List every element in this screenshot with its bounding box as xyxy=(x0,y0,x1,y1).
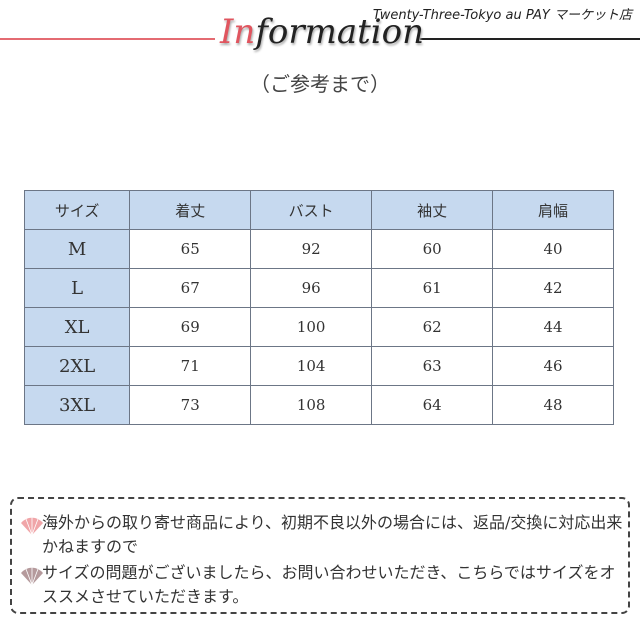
page-title: Information xyxy=(220,12,424,52)
size-cell: XL xyxy=(23,307,131,347)
value-cell: 73 xyxy=(129,385,252,425)
table-row: 3XL 73 108 64 48 xyxy=(23,385,614,425)
table-row: 2XL 71 104 63 46 xyxy=(23,346,614,386)
size-table: サイズ 着丈 バスト 袖丈 肩幅 M 65 92 60 40 L 67 96 61 42 XL 69 1… xyxy=(23,190,614,425)
header-shoulder: 肩幅 xyxy=(492,190,614,230)
value-cell: 44 xyxy=(492,307,614,347)
value-cell: 60 xyxy=(371,229,494,269)
title-highlight: In xyxy=(220,12,256,52)
value-cell: 96 xyxy=(250,268,373,308)
notice-item: 海外からの取り寄せ商品により、初期不良以外の場合には、返品/交換に対応出来かねま… xyxy=(42,513,623,556)
value-cell: 92 xyxy=(250,229,373,269)
notice-item: サイズの問題がございましたら、お問い合わせいただき、こちらではサイズをオススメさ… xyxy=(42,563,616,606)
table-row: M 65 92 60 40 xyxy=(23,229,614,269)
title-rest: formation xyxy=(255,12,425,52)
value-cell: 71 xyxy=(129,346,252,386)
value-cell: 40 xyxy=(492,229,614,269)
value-cell: 46 xyxy=(492,346,614,386)
table-row: L 67 96 61 42 xyxy=(23,268,614,308)
value-cell: 108 xyxy=(250,385,373,425)
notice-box: 海外からの取り寄せ商品により、初期不良以外の場合には、返品/交換に対応出来かねま… xyxy=(10,497,630,614)
size-cell: L xyxy=(23,268,131,308)
header-sleeve: 袖丈 xyxy=(371,190,494,230)
size-cell: 3XL xyxy=(23,385,131,425)
value-cell: 100 xyxy=(250,307,373,347)
size-cell: M xyxy=(23,229,131,269)
value-cell: 104 xyxy=(250,346,373,386)
header-bust: バスト xyxy=(250,190,373,230)
value-cell: 61 xyxy=(371,268,494,308)
value-cell: 62 xyxy=(371,307,494,347)
divider-right xyxy=(420,38,640,40)
table-row: XL 69 100 62 44 xyxy=(23,307,614,347)
header-length: 着丈 xyxy=(129,190,252,230)
folding-fan-icon xyxy=(21,567,43,586)
table-header-row: サイズ 着丈 バスト 袖丈 肩幅 xyxy=(23,190,614,230)
value-cell: 42 xyxy=(492,268,614,308)
shop-name: Twenty-Three-Tokyo au PAY マーケット店 xyxy=(372,8,632,23)
value-cell: 67 xyxy=(129,268,252,308)
value-cell: 69 xyxy=(129,307,252,347)
value-cell: 64 xyxy=(371,385,494,425)
value-cell: 63 xyxy=(371,346,494,386)
size-cell: 2XL xyxy=(23,346,131,386)
value-cell: 48 xyxy=(492,385,614,425)
header-size: サイズ xyxy=(23,190,131,230)
caption: （ご参考まで） xyxy=(250,72,390,96)
value-cell: 65 xyxy=(129,229,252,269)
folding-fan-icon xyxy=(21,517,43,536)
divider-left xyxy=(0,38,215,40)
